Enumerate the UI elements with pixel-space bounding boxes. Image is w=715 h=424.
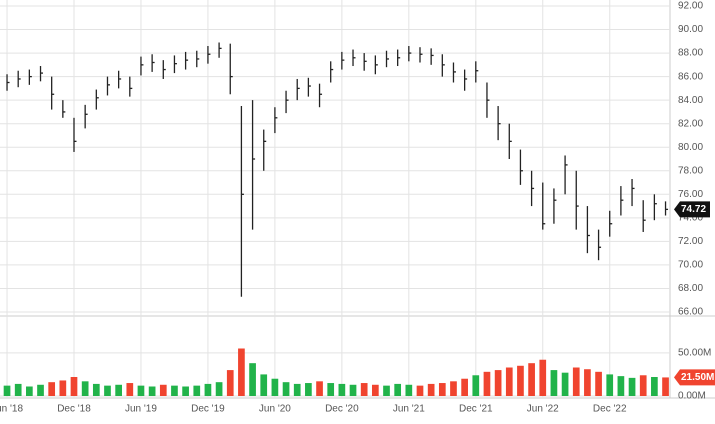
x-tick-label: Jun '21: [393, 404, 425, 415]
volume-bar: [349, 384, 357, 396]
volume-bar: [260, 374, 268, 396]
volume-bar: [171, 385, 178, 396]
volume-bar: [662, 377, 669, 396]
y-tick-label: 0.00M: [678, 391, 706, 402]
y-tick-label: 80.00: [678, 142, 703, 153]
volume-bar: [327, 383, 335, 396]
y-tick-label: 72.00: [678, 236, 703, 247]
volume-bar: [92, 383, 100, 396]
volume-bar: [450, 381, 457, 396]
volume-bar: [405, 384, 413, 396]
x-tick-label: Dec '18: [57, 404, 91, 415]
y-tick-label: 68.00: [678, 283, 703, 294]
volume-bar: [338, 383, 346, 396]
volume-bar: [394, 383, 402, 396]
volume-bar: [572, 367, 580, 396]
volume-bar: [305, 383, 312, 396]
volume-bar: [204, 383, 212, 396]
volume-bar: [461, 378, 468, 396]
volume-bar: [483, 371, 491, 396]
volume-bar: [26, 386, 33, 396]
volume-bar: [360, 383, 368, 396]
x-tick-label: Jun '18: [0, 404, 23, 415]
volume-bar: [104, 385, 111, 396]
volume-bar: [148, 386, 156, 396]
volume-bar: [159, 384, 167, 396]
volume-bar: [3, 385, 11, 396]
volume-bar: [59, 380, 67, 396]
y-tick-label: 66.00: [678, 307, 703, 318]
volume-bar: [550, 370, 558, 396]
volume-bar: [438, 383, 446, 396]
y-tick-label: 50.00M: [678, 347, 711, 358]
volume-bar: [193, 385, 201, 396]
volume-bar: [472, 375, 480, 396]
volume-bar: [494, 370, 502, 396]
volume-bar: [37, 384, 44, 396]
volume-bar: [271, 378, 279, 396]
volume-bar: [539, 359, 547, 396]
volume-bar: [238, 348, 245, 396]
y-tick-label: 82.00: [678, 118, 703, 129]
last-price-box: [674, 201, 710, 218]
volume-bar: [595, 371, 602, 396]
volume-bar: [14, 383, 22, 396]
y-tick-label: 76.00: [678, 189, 703, 200]
volume-bar: [316, 381, 323, 396]
volume-bar: [416, 385, 424, 396]
last-volume-box: [674, 369, 715, 386]
y-tick-label: 92.00: [678, 1, 703, 12]
volume-bar: [182, 386, 189, 396]
y-tick-label: 74.00: [678, 212, 703, 223]
last-price-label: 74.72: [681, 204, 706, 215]
x-tick-label: Dec '19: [191, 404, 225, 415]
volume-bar: [371, 384, 379, 396]
volume-bar: [383, 385, 390, 396]
volume-bar: [505, 367, 513, 396]
volume-bar: [561, 372, 569, 396]
volume-bar: [137, 385, 145, 396]
x-tick-label: Jun '19: [125, 404, 157, 415]
volume-bar: [528, 363, 535, 396]
x-tick-label: Dec '20: [325, 404, 359, 415]
y-tick-label: 84.00: [678, 95, 703, 106]
volume-bar: [126, 383, 134, 396]
y-tick-label: 78.00: [678, 165, 703, 176]
x-tick-label: Jun '20: [259, 404, 291, 415]
volume-bar: [226, 370, 234, 396]
volume-bar: [517, 365, 524, 396]
volume-bar: [617, 376, 625, 396]
volume-bar: [48, 382, 56, 396]
y-tick-label: 86.00: [678, 71, 703, 82]
x-tick-label: Dec '21: [459, 404, 493, 415]
y-tick-label: 90.00: [678, 24, 703, 35]
volume-bar: [639, 375, 647, 396]
volume-bar: [628, 377, 636, 396]
volume-bar: [606, 374, 614, 396]
volume-bar: [215, 382, 223, 396]
volume-bar: [81, 381, 89, 396]
volume-bar: [115, 384, 122, 396]
x-tick-label: Jun '22: [527, 404, 559, 415]
last-volume-label: 21.50M: [681, 372, 714, 383]
y-tick-label: 70.00: [678, 260, 703, 271]
x-tick-label: Dec '22: [593, 404, 627, 415]
volume-bar: [282, 382, 290, 396]
volume-bar: [70, 377, 78, 396]
volume-bar: [249, 363, 256, 396]
volume-bar: [651, 377, 658, 396]
volume-bar: [584, 369, 591, 396]
volume-bar: [293, 383, 301, 396]
volume-bar: [427, 383, 435, 396]
y-tick-label: 88.00: [678, 48, 703, 59]
